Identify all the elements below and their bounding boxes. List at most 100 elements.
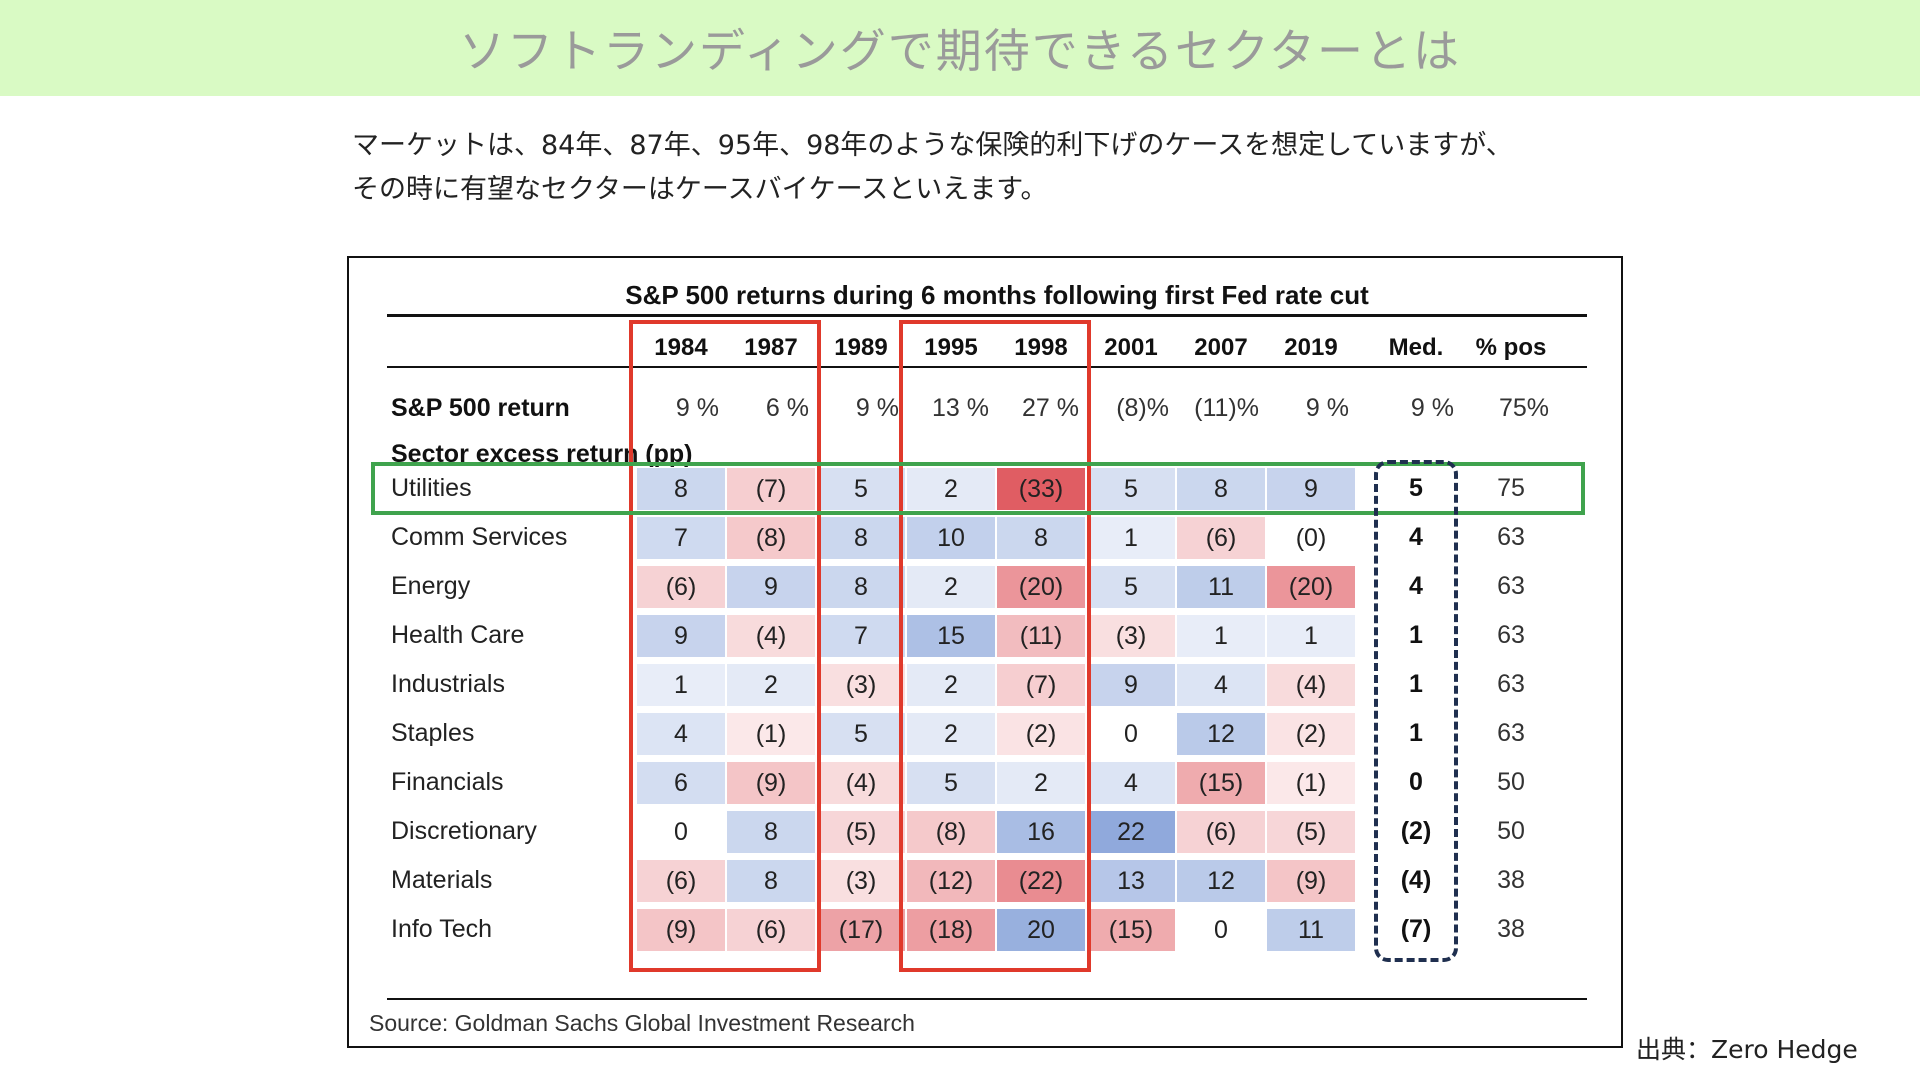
median-cell: 1 [1409, 718, 1423, 747]
table-cell: 7 [817, 615, 905, 657]
table-cell: (2) [997, 713, 1085, 755]
table-cell: 6 [637, 762, 725, 804]
sp500-return-value: 6 % [765, 393, 809, 422]
table-cell: 8 [727, 860, 815, 902]
table-cell: (18) [907, 909, 995, 951]
table-cell: (6) [1177, 811, 1265, 853]
table-cell: (15) [1177, 762, 1265, 804]
table-cell: (1) [727, 713, 815, 755]
source-credit: 出典：Zero Hedge [1636, 1035, 1858, 1064]
table-cell: (6) [1177, 517, 1265, 559]
table-cell: (20) [1267, 566, 1355, 608]
table-rule [387, 366, 1587, 368]
table-cell: (2) [1267, 713, 1355, 755]
table-cell: 8 [997, 517, 1085, 559]
table-cell: (3) [817, 860, 905, 902]
median-cell: 4 [1409, 571, 1423, 600]
column-header: 2019 [1284, 334, 1338, 361]
table-cell: 20 [997, 909, 1085, 951]
intro-text: マーケットは、84年、87年、95年、98年のような保険的利下げのケースを想定し… [352, 124, 1652, 212]
table-cell: 2 [727, 664, 815, 706]
median-cell: (4) [1400, 865, 1432, 894]
table-cell: (6) [727, 909, 815, 951]
median-cell: 0 [1409, 767, 1423, 796]
table-cell: 22 [1087, 811, 1175, 853]
sector-label: Discretionary [391, 816, 537, 845]
table-cell: 8 [727, 811, 815, 853]
table-cell: 12 [1177, 713, 1265, 755]
sector-label: Materials [391, 865, 493, 894]
table-cell: 5 [817, 713, 905, 755]
sp500-return-value: 27 % [1022, 393, 1079, 422]
median-cell: 1 [1409, 669, 1423, 698]
table-cell: 4 [637, 713, 725, 755]
table-cell: 7 [637, 517, 725, 559]
table-cell: 8 [637, 468, 725, 510]
table-cell: (1) [1267, 762, 1355, 804]
table-cell: 0 [637, 811, 725, 853]
sp500-return-value: 9 % [855, 393, 899, 422]
table-cell: 5 [1087, 566, 1175, 608]
percent-positive-cell: 50 [1497, 767, 1525, 796]
table-cell: (4) [1267, 664, 1355, 706]
table-cell: 4 [1177, 664, 1265, 706]
table-cell: (20) [997, 566, 1085, 608]
percent-positive-cell: 63 [1497, 718, 1525, 747]
percent-positive-cell: 63 [1497, 669, 1525, 698]
sector-label: Industrials [391, 669, 505, 698]
table-cell: 2 [907, 664, 995, 706]
column-header: 1995 [924, 334, 978, 361]
highlight-utilities-row [371, 462, 1585, 515]
table-cell: (9) [727, 762, 815, 804]
table-cell: 16 [997, 811, 1085, 853]
table-cell: 11 [1177, 566, 1265, 608]
table-cell: (5) [817, 811, 905, 853]
table-cell: (4) [817, 762, 905, 804]
table-cell: (6) [637, 860, 725, 902]
sector-label: Staples [391, 718, 475, 747]
percent-positive-cell: 38 [1497, 914, 1525, 943]
intro-line-2: その時に有望なセクターはケースバイケースといえます。 [352, 174, 1048, 205]
table-cell: (12) [907, 860, 995, 902]
table-cell: (3) [1087, 615, 1175, 657]
sector-label: Health Care [391, 620, 525, 649]
table-cell: 1 [1087, 517, 1175, 559]
table-cell: 0 [1087, 713, 1175, 755]
sector-label: Comm Services [391, 522, 568, 551]
intro-line-1: マーケットは、84年、87年、95年、98年のような保険的利下げのケースを想定し… [352, 130, 1513, 161]
table-cell: (17) [817, 909, 905, 951]
percent-positive-cell: 50 [1497, 816, 1525, 845]
title-banner: ソフトランディングで期待できるセクターとは [0, 0, 1920, 96]
table-cell: 8 [817, 517, 905, 559]
highlight-1995-1998 [899, 320, 1091, 972]
column-header: 1989 [834, 334, 888, 361]
sp500-return-value: 9 % [1305, 393, 1349, 422]
median-cell: (2) [1400, 816, 1432, 845]
table-rule [387, 314, 1587, 317]
column-header: 2007 [1194, 334, 1248, 361]
returns-table-figure: S&P 500 returns during 6 months followin… [347, 256, 1623, 1048]
table-cell: 1 [1267, 615, 1355, 657]
sp500-return-value: (11)% [1194, 393, 1259, 422]
sector-label: Info Tech [391, 914, 493, 943]
table-cell: (8) [907, 811, 995, 853]
table-rule [387, 998, 1587, 1000]
table-cell: 10 [907, 517, 995, 559]
table-cell: (11) [997, 615, 1085, 657]
table-cell: 12 [1177, 860, 1265, 902]
figure-source: Source: Goldman Sachs Global Investment … [369, 1010, 915, 1036]
table-cell: (0) [1267, 517, 1355, 559]
table-cell: 8 [817, 566, 905, 608]
table-cell: 2 [907, 713, 995, 755]
highlight-median-column [1374, 460, 1458, 962]
figure-title: S&P 500 returns during 6 months followin… [625, 280, 1369, 310]
column-header: 1998 [1014, 334, 1068, 361]
table-cell: 2 [907, 468, 995, 510]
table-cell: 5 [907, 762, 995, 804]
median-cell: (7) [1400, 914, 1432, 943]
table-cell: (7) [727, 468, 815, 510]
table-cell: 9 [727, 566, 815, 608]
highlight-1984-1987 [629, 320, 821, 972]
median-cell: 4 [1409, 522, 1423, 551]
table-cell: 0 [1177, 909, 1265, 951]
